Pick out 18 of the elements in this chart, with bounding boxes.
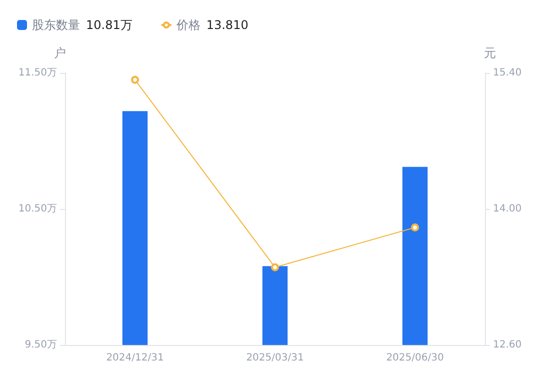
point [411, 223, 419, 232]
y-axis-title: 户 [54, 46, 66, 60]
legend-label: 股东数量 [32, 18, 80, 32]
point [131, 76, 139, 84]
text: 10.81万 [86, 18, 132, 32]
x-tick-label: 2025/06/30 [386, 352, 444, 364]
legend-label: 价格 [175, 18, 200, 32]
y2-tick-label: 15.40 [493, 68, 522, 78]
y-tick-label: 9.50万 [24, 340, 57, 350]
point [271, 263, 279, 272]
y2-tick-label: 14.00 [493, 204, 522, 214]
y-tick-label: 11.50万 [18, 68, 57, 78]
x-tick-label: 2024/12/31 [106, 352, 164, 364]
text: 13.810 [206, 18, 248, 32]
y2-axis-title: 元 [484, 46, 496, 60]
y2-tick-label: 12.60 [493, 340, 522, 350]
y-tick-label: 10.50万 [18, 204, 57, 214]
x-tick-label: 2025/03/31 [246, 352, 304, 364]
